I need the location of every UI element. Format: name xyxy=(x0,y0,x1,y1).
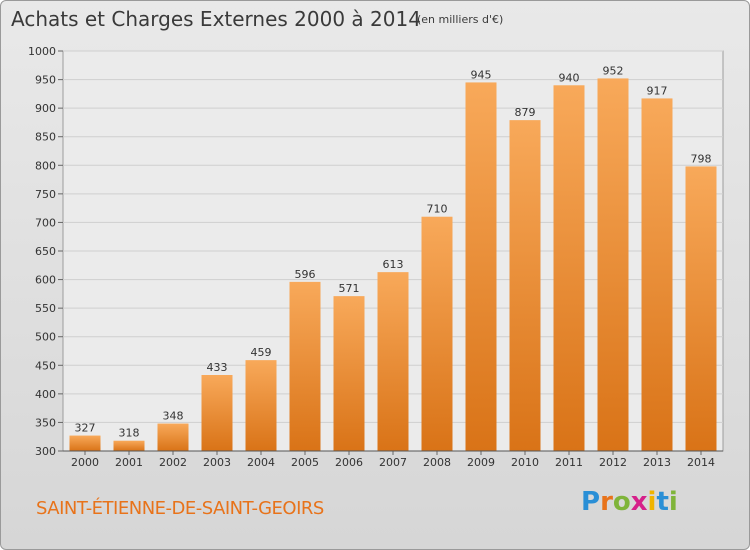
bar-2005 xyxy=(289,281,321,451)
y-tick-label: 450 xyxy=(35,359,56,372)
y-tick-label: 500 xyxy=(35,331,56,344)
bar-2004 xyxy=(245,360,277,451)
logo-letter: i xyxy=(668,487,678,517)
data-label: 596 xyxy=(295,268,316,281)
x-tick-label: 2013 xyxy=(643,456,671,469)
data-label: 613 xyxy=(383,258,404,271)
logo-letter: o xyxy=(612,487,631,517)
x-tick-label: 2001 xyxy=(115,456,143,469)
x-tick-label: 2009 xyxy=(467,456,495,469)
data-label: 798 xyxy=(691,152,712,165)
bar-2008 xyxy=(421,216,453,451)
data-label: 940 xyxy=(559,71,580,84)
bar-2001 xyxy=(113,440,145,451)
y-tick-label: 800 xyxy=(35,159,56,172)
data-label: 327 xyxy=(75,422,96,435)
bar-2014 xyxy=(685,166,717,451)
y-tick-label: 600 xyxy=(35,274,56,287)
y-tick-label: 350 xyxy=(35,416,56,429)
logo-letter: x xyxy=(630,487,648,517)
logo-letter: P xyxy=(581,487,601,517)
y-axis-ticks: 300 350 400 450 500 550 600 650 700 750 800 850 900 9… xyxy=(28,45,63,458)
bar-2010 xyxy=(509,120,541,452)
x-tick-label: 2014 xyxy=(687,456,715,469)
data-label: 952 xyxy=(603,64,624,77)
bar-layer xyxy=(69,78,717,452)
y-tick-label: 750 xyxy=(35,188,56,201)
y-tick-label: 850 xyxy=(35,131,56,144)
bar-2007 xyxy=(377,272,409,451)
chart-title: Achats et Charges Externes 2000 à 2014 xyxy=(11,7,421,31)
data-label: 917 xyxy=(647,84,668,97)
bar-2011 xyxy=(553,85,585,452)
x-tick-label: 2011 xyxy=(555,456,583,469)
x-tick-label: 2005 xyxy=(291,456,319,469)
bar-2012 xyxy=(597,78,629,451)
x-tick-label: 2002 xyxy=(159,456,187,469)
bar-2003 xyxy=(201,375,233,451)
bar-2013 xyxy=(641,98,673,451)
y-tick-label: 400 xyxy=(35,388,56,401)
y-tick-label: 650 xyxy=(35,245,56,258)
y-tick-label: 1000 xyxy=(28,45,56,58)
x-tick-label: 2012 xyxy=(599,456,627,469)
y-tick-label: 550 xyxy=(35,302,56,315)
data-label: 459 xyxy=(251,346,272,359)
data-label: 318 xyxy=(119,427,140,440)
x-tick-label: 2007 xyxy=(379,456,407,469)
x-tick-label: 2010 xyxy=(511,456,539,469)
bar-2006 xyxy=(333,296,365,451)
logo-letter: i xyxy=(647,487,657,517)
y-tick-label: 950 xyxy=(35,74,56,87)
data-label: 348 xyxy=(163,410,184,423)
y-tick-label: 700 xyxy=(35,216,56,229)
data-label: 879 xyxy=(515,106,536,119)
chart-subtitle: (en milliers d'€) xyxy=(417,13,504,26)
data-label-layer: 327 318 348 433 459 596 571 613 710 945 879 940 952 9… xyxy=(75,64,712,439)
logo-letter: r xyxy=(600,487,613,517)
x-tick-label: 2004 xyxy=(247,456,275,469)
x-tick-label: 2000 xyxy=(71,456,99,469)
data-label: 433 xyxy=(207,361,228,374)
data-label: 571 xyxy=(339,282,360,295)
x-tick-label: 2008 xyxy=(423,456,451,469)
place-name: SAINT-ÉTIENNE-DE-SAINT-GEOIRS xyxy=(36,498,324,519)
y-tick-label: 300 xyxy=(35,445,56,458)
bar-2002 xyxy=(157,423,189,451)
x-tick-label: 2003 xyxy=(203,456,231,469)
data-label: 710 xyxy=(427,203,448,216)
bar-2009 xyxy=(465,82,497,451)
x-axis-ticks: 2000 2001 2002 2003 2004 2005 2006 2007 2008 2009… xyxy=(71,451,715,469)
proxiti-logo: Proxiti xyxy=(581,487,678,517)
logo-letter: t xyxy=(656,487,669,517)
data-label: 945 xyxy=(471,68,492,81)
y-tick-label: 900 xyxy=(35,102,56,115)
bar-2000 xyxy=(69,435,101,451)
x-tick-label: 2006 xyxy=(335,456,363,469)
